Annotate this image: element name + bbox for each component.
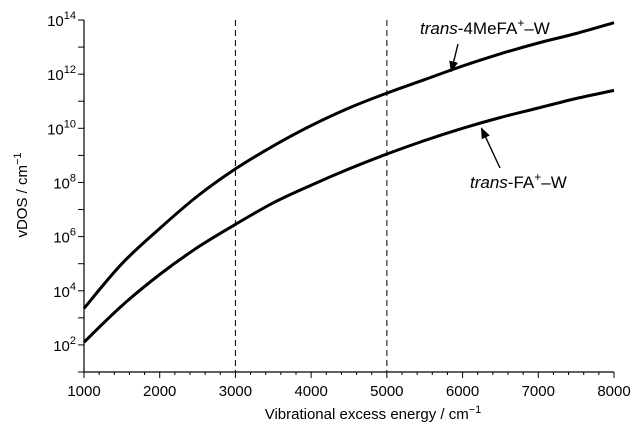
annotations: trans-4MeFA+–W trans-FA+–W	[420, 16, 567, 192]
y-axis-title: vDOS / cm−1	[12, 152, 31, 237]
y-tick-label: 1010	[47, 118, 76, 138]
y-tick-label: 108	[53, 172, 76, 192]
annotation-label: trans-FA+–W	[470, 170, 567, 192]
series-line	[82, 21, 615, 310]
y-tick-label: 1014	[47, 10, 76, 30]
y-tick-label: 104	[53, 281, 76, 301]
y-axis: 102 104 106 108 1010 1012 1014	[47, 10, 84, 373]
series-group	[82, 21, 615, 344]
y-tick-label: 102	[53, 335, 76, 355]
series-line	[82, 88, 615, 344]
x-tick-label: 6000	[446, 383, 479, 400]
x-tick-label: 8000	[597, 383, 630, 400]
x-tick-label: 1000	[67, 383, 100, 400]
x-axis: 1000 2000 3000 4000 5000 6000 7000 8000	[67, 372, 631, 400]
x-tick-label: 2000	[143, 383, 176, 400]
reference-lines	[234, 20, 388, 372]
annotation-arrow	[449, 43, 459, 73]
y-tick-label: 1012	[47, 64, 76, 84]
annotation-label: trans-4MeFA+–W	[420, 16, 550, 38]
x-tick-label: 5000	[370, 383, 403, 400]
x-tick-label: 7000	[522, 383, 555, 400]
x-tick-label: 4000	[294, 383, 327, 400]
annotation-arrow	[480, 127, 501, 169]
x-tick-label: 3000	[219, 383, 252, 400]
plot-area	[83, 20, 614, 373]
x-axis-title: Vibrational excess energy / cm−1	[265, 404, 482, 423]
y-tick-label: 106	[53, 227, 76, 247]
